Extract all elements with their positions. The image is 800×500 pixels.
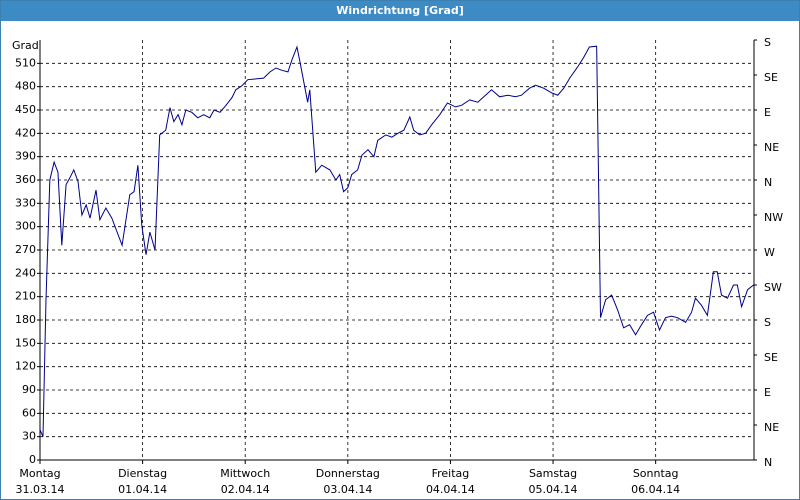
y2-tick-label: N bbox=[764, 176, 772, 189]
x-tick-label: Dienstag bbox=[118, 467, 167, 480]
y2-tick-label: E bbox=[764, 106, 771, 119]
y-tick-label: 90 bbox=[22, 383, 36, 396]
y2-tick-label: W bbox=[764, 246, 775, 259]
y2-tick-label: SE bbox=[764, 71, 778, 84]
x-tick-date: 01.04.14 bbox=[118, 483, 167, 496]
x-tick-label: Freitag bbox=[432, 467, 470, 480]
y-tick-label: 390 bbox=[15, 150, 36, 163]
y2-tick-label: NE bbox=[764, 421, 779, 434]
x-tick-date: 02.04.14 bbox=[221, 483, 270, 496]
y2-tick-label: SW bbox=[764, 281, 782, 294]
y2-tick-label: SE bbox=[764, 351, 778, 364]
x-tick-date: 31.03.14 bbox=[16, 483, 65, 496]
x-tick-label: Montag bbox=[19, 467, 60, 480]
y-tick-label: 300 bbox=[15, 220, 36, 233]
y-tick-label: 510 bbox=[15, 56, 36, 69]
y2-tick-label: S bbox=[764, 316, 771, 329]
y-tick-label: 240 bbox=[15, 266, 36, 279]
y-tick-label: 210 bbox=[15, 290, 36, 303]
x-tick-label: Sonntag bbox=[633, 467, 679, 480]
line-series bbox=[39, 45, 754, 437]
y-tick-label: 30 bbox=[22, 430, 36, 443]
y2-tick-label: NE bbox=[764, 141, 779, 154]
y-tick-label: 180 bbox=[15, 313, 36, 326]
y2-tick-label: E bbox=[764, 386, 771, 399]
x-tick-label: Mittwoch bbox=[220, 467, 270, 480]
x-tick-date: 03.04.14 bbox=[323, 483, 372, 496]
x-tick-label: Donnerstag bbox=[316, 467, 380, 480]
y-tick-label: 0 bbox=[29, 453, 36, 466]
y-tick-label: 420 bbox=[15, 126, 36, 139]
y-tick-label: 270 bbox=[15, 243, 36, 256]
y-tick-label: 120 bbox=[15, 360, 36, 373]
y-tick-label: 60 bbox=[22, 406, 36, 419]
x-tick-date: 05.04.14 bbox=[529, 483, 578, 496]
x-tick-date: 06.04.14 bbox=[631, 483, 680, 496]
y-tick-label: 360 bbox=[15, 173, 36, 186]
y2-tick-label: NW bbox=[764, 211, 783, 224]
y-tick-label: 150 bbox=[15, 336, 36, 349]
y-tick-label: 450 bbox=[15, 103, 36, 116]
y2-tick-label: N bbox=[764, 456, 772, 469]
x-tick-date: 04.04.14 bbox=[426, 483, 475, 496]
x-tick-label: Samstag bbox=[529, 467, 577, 480]
title-bar: Windrichtung [Grad] bbox=[1, 1, 799, 21]
y2-tick-label: S bbox=[764, 36, 771, 49]
chart: Grad 0 30 60 90 120 150 180 210 240 270 300 330 360 39… bbox=[12, 36, 783, 496]
y-tick-label: 480 bbox=[15, 80, 36, 93]
y-axis-label: Grad bbox=[12, 39, 39, 52]
y-tick-label: 330 bbox=[15, 196, 36, 209]
